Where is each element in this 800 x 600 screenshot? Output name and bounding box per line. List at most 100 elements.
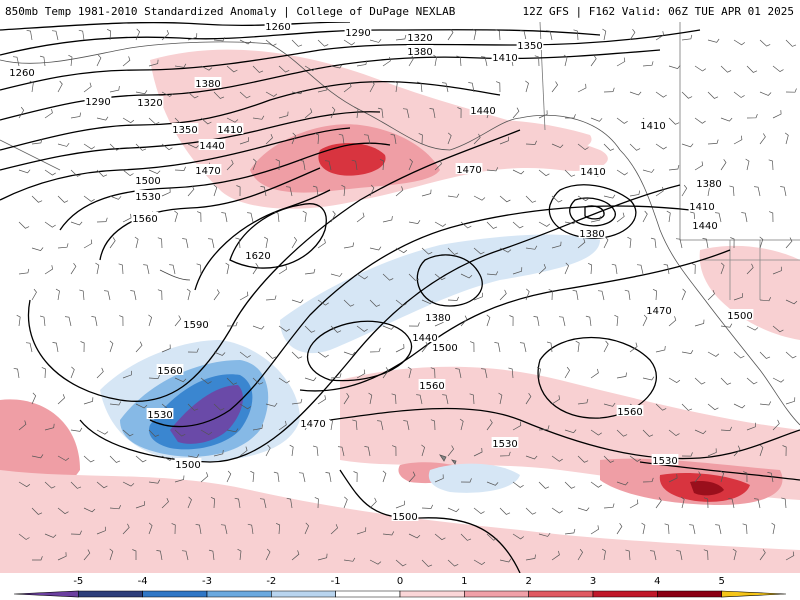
- wind-barb: [447, 28, 454, 41]
- wind-barb: [642, 314, 648, 327]
- wind-barb: [460, 221, 472, 229]
- wind-barb: [109, 143, 121, 151]
- wind-barb: [707, 139, 719, 145]
- wind-barb: [213, 289, 220, 301]
- wind-barb: [157, 237, 163, 249]
- contour-label-bg: [174, 458, 202, 469]
- wind-barb: [208, 238, 215, 249]
- wind-barb: [641, 522, 646, 535]
- anomaly-region-3: [318, 143, 386, 176]
- wind-barb: [663, 263, 670, 275]
- wind-barb: [220, 524, 228, 535]
- wind-barb: [512, 107, 520, 119]
- wind-barb: [70, 221, 83, 226]
- wind-barb: [122, 429, 134, 437]
- wind-barb: [785, 237, 793, 249]
- contour-label-bg: [639, 119, 667, 130]
- wind-barb: [187, 496, 192, 509]
- wind-barb: [330, 64, 343, 69]
- wind-barb: [629, 190, 641, 197]
- wind-barb: [96, 217, 108, 223]
- wind-barb: [707, 38, 720, 43]
- wind-barb: [289, 444, 294, 457]
- contour-label: 1560: [419, 381, 444, 392]
- wind-barb: [391, 445, 397, 457]
- wind-barb: [187, 185, 195, 197]
- wind-barb: [317, 395, 326, 405]
- wind-barb: [499, 136, 509, 145]
- wind-barb: [417, 81, 423, 93]
- wind-barb: [391, 393, 397, 405]
- wind-barb: [239, 39, 252, 45]
- wind-barb: [759, 39, 771, 47]
- wind-barb: [447, 296, 459, 301]
- wind-barbs: [12, 28, 798, 567]
- colorbar-tick-label: 4: [654, 576, 660, 587]
- wind-barb: [31, 195, 43, 203]
- wind-barb: [273, 471, 280, 483]
- wind-barb: [460, 533, 472, 541]
- wind-barb: [759, 236, 764, 249]
- wind-barb: [785, 551, 795, 561]
- wind-barb: [525, 455, 538, 460]
- contour-label-bg: [455, 163, 483, 174]
- wind-barb: [668, 473, 678, 483]
- wind-barb: [746, 65, 758, 73]
- contour-label-bg: [244, 249, 272, 260]
- wind-barb: [109, 401, 122, 406]
- wind-barb: [784, 132, 789, 145]
- contour-label: 1320: [407, 33, 432, 44]
- colorbar-tick-label: -5: [73, 576, 83, 587]
- wind-barb: [767, 472, 774, 483]
- wind-barb: [174, 429, 186, 437]
- wind-barb: [369, 497, 377, 509]
- wind-barb: [563, 54, 568, 67]
- contour-label-bg: [691, 219, 719, 230]
- wind-barb: [364, 446, 371, 457]
- wind-barb: [135, 403, 148, 409]
- wind-barb: [171, 523, 176, 535]
- wind-barb: [455, 368, 462, 379]
- wind-barb: [512, 481, 524, 488]
- colorbar-area: -5 -4 -3 -2 -1 0 1 2 3 4 5: [0, 573, 800, 600]
- contour-label: 1260: [9, 68, 34, 79]
- wind-barb: [495, 81, 501, 93]
- wind-barb: [353, 471, 358, 483]
- wind-barb: [668, 117, 680, 125]
- wind-barb: [96, 169, 108, 177]
- wind-barb: [341, 184, 346, 197]
- wind-barb: [707, 289, 715, 301]
- wind-barb: [655, 31, 664, 41]
- wind-barb: [291, 236, 298, 249]
- wind-barb: [196, 263, 202, 275]
- wind-barb: [754, 186, 761, 197]
- wind-barb: [577, 455, 589, 463]
- wind-barb: [29, 80, 34, 93]
- wind-barb: [402, 108, 410, 119]
- wind-barb: [285, 186, 293, 197]
- wind-barb: [313, 445, 319, 457]
- wind-barb: [473, 507, 485, 515]
- wind-barb: [499, 247, 512, 253]
- wind-barb: [759, 91, 772, 96]
- contour-label: 1320: [137, 98, 162, 109]
- wind-barb: [312, 185, 319, 197]
- wind-barb: [382, 216, 393, 223]
- wind-barb: [369, 299, 381, 307]
- wind-barb: [343, 242, 355, 249]
- wind-barb: [25, 342, 33, 353]
- wind-barb: [733, 91, 745, 98]
- wind-barb: [13, 367, 20, 379]
- contour-label-bg: [579, 165, 607, 176]
- contour-label: 1560: [132, 214, 157, 225]
- contour-label: 1560: [157, 366, 182, 377]
- wind-barb: [148, 314, 153, 327]
- wind-barb: [720, 159, 727, 171]
- wind-barb: [675, 238, 683, 249]
- wind-barb: [317, 351, 329, 358]
- wind-barb: [772, 65, 784, 73]
- wind-barb: [421, 299, 434, 305]
- contour-label: 1470: [195, 166, 220, 177]
- wind-barb: [250, 470, 255, 483]
- contour-label: 1290: [85, 97, 110, 108]
